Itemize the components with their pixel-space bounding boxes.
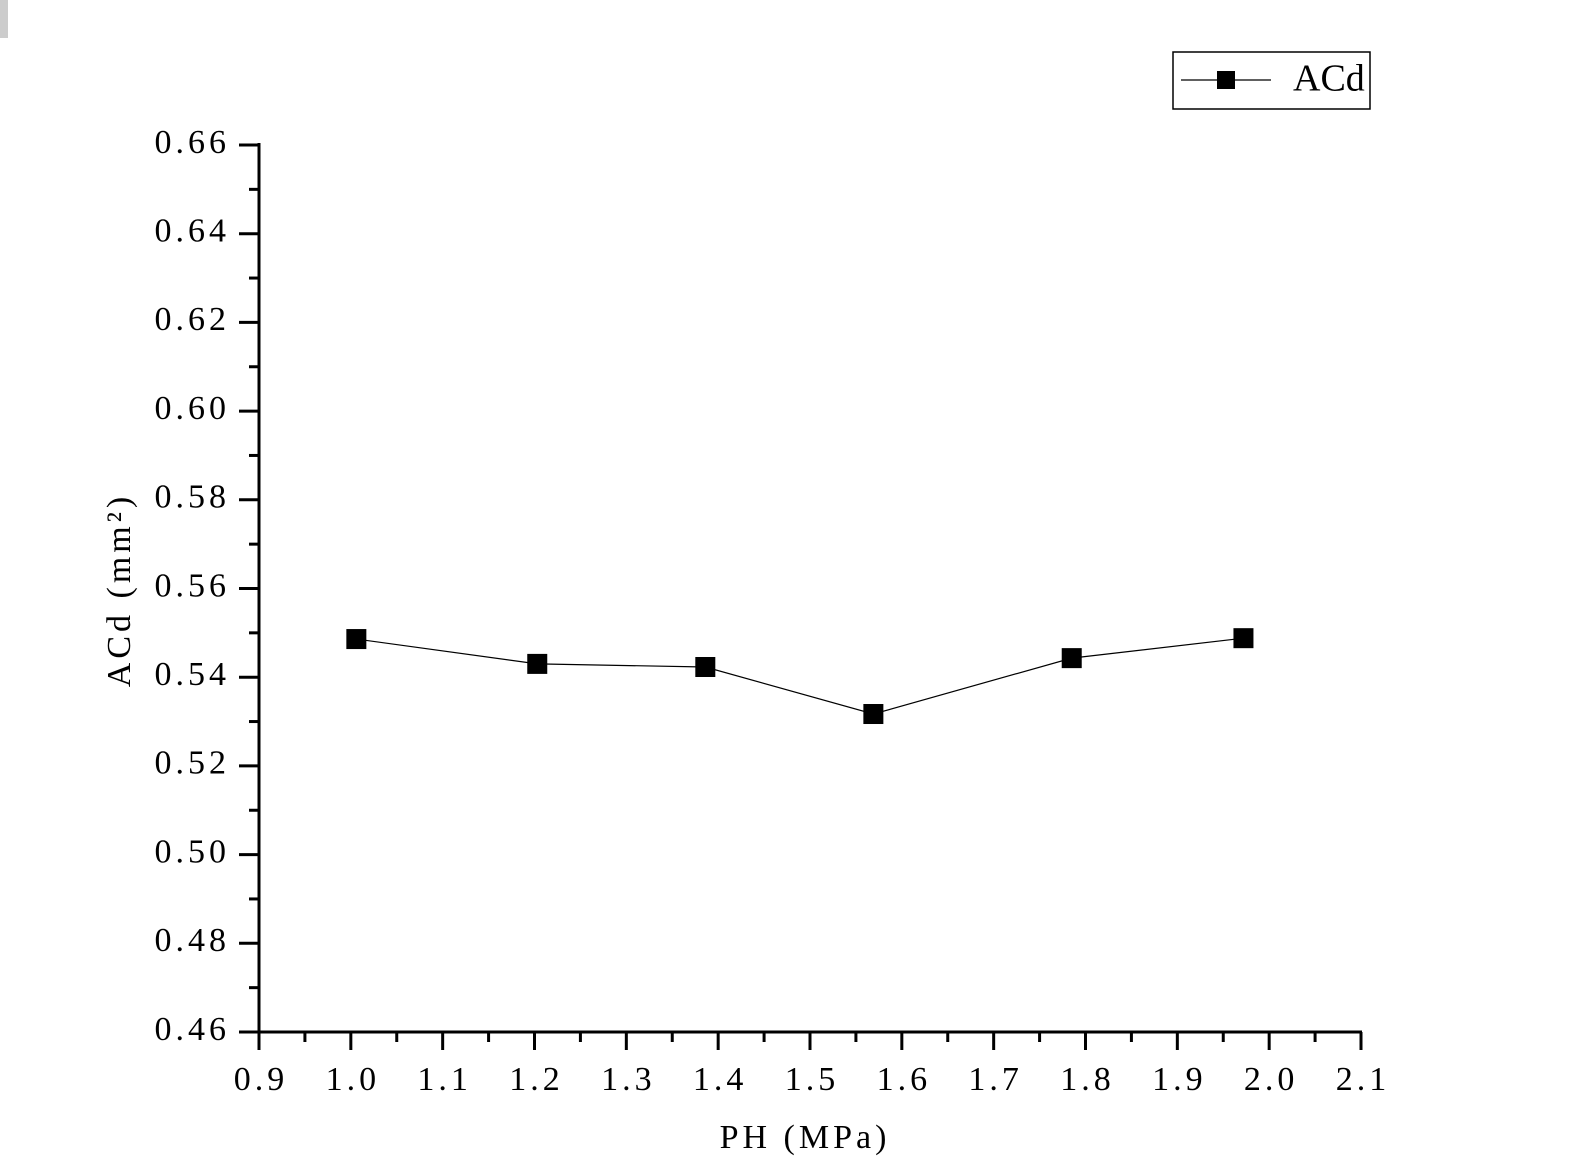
- x-tick-label: 2.1: [1336, 1061, 1391, 1098]
- x-tick-label: 1.6: [877, 1061, 932, 1098]
- legend-marker: [1217, 71, 1235, 89]
- data-point: [863, 704, 884, 725]
- x-tick-label: 1.3: [601, 1061, 656, 1098]
- x-tick-label: 1.4: [693, 1061, 748, 1098]
- corner-decoration: [0, 0, 8, 38]
- x-tick-label: 1.0: [326, 1061, 381, 1098]
- data-point: [346, 629, 367, 650]
- y-tick-label: 0.50: [155, 833, 231, 870]
- data-point: [1233, 628, 1254, 649]
- x-tick-label: 2.0: [1244, 1061, 1299, 1098]
- y-tick-label: 0.48: [155, 922, 231, 959]
- y-tick-label: 0.62: [155, 301, 231, 338]
- series-line: [356, 637, 1244, 715]
- x-tick-label: 1.5: [785, 1061, 840, 1098]
- x-axis-title: PH (MPa): [720, 1119, 891, 1156]
- y-tick-label: 0.56: [155, 567, 231, 604]
- y-axis-title: ACd (mm²): [101, 493, 138, 687]
- legend-label: ACd: [1293, 58, 1365, 100]
- data-point: [527, 653, 548, 674]
- data-point: [695, 656, 716, 677]
- x-tick-label: 1.1: [417, 1061, 472, 1098]
- data-point: [1061, 648, 1082, 669]
- y-tick-label: 0.54: [155, 656, 231, 693]
- x-tick-label: 0.9: [234, 1061, 289, 1098]
- y-tick-label: 0.52: [155, 745, 231, 782]
- y-tick-label: 0.58: [155, 479, 231, 516]
- x-tick-label: 1.2: [509, 1061, 564, 1098]
- y-tick-label: 0.46: [155, 1011, 231, 1048]
- y-tick-label: 0.64: [155, 212, 231, 249]
- y-tick-label: 0.60: [155, 390, 231, 427]
- x-tick-label: 1.9: [1152, 1061, 1207, 1098]
- y-tick-label: 0.66: [155, 124, 231, 161]
- x-tick-label: 1.8: [1060, 1061, 1115, 1098]
- x-tick-label: 1.7: [968, 1061, 1023, 1098]
